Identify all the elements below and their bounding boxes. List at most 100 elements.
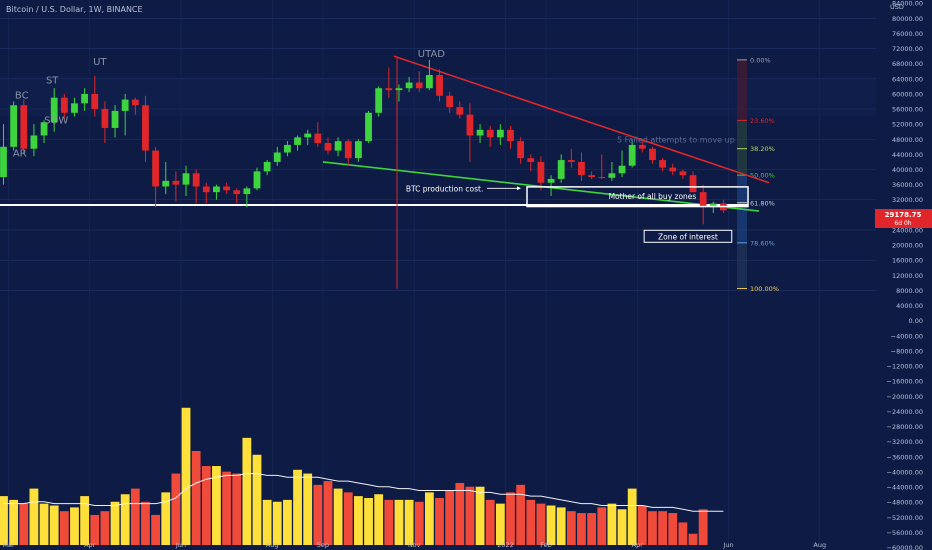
volume-bar: [343, 492, 353, 545]
volume-bar: [171, 473, 181, 545]
candle-body: [689, 175, 697, 193]
candle-body: [446, 95, 454, 108]
volume-bar: [516, 484, 526, 545]
candle-body: [10, 105, 18, 147]
price-tag-box: [875, 209, 932, 228]
volume-bar: [475, 486, 485, 545]
candle-body: [588, 175, 596, 178]
price-axis-tick: 64000.00: [892, 75, 923, 83]
volume-bar: [90, 514, 100, 545]
time-axis-tick: Aug: [266, 541, 279, 549]
time-axis[interactable]: Mar Apr Jun Aug Sep Nov 2022 Feb Apr Jun Aug: [2, 541, 826, 549]
trend-line: [393, 55, 770, 184]
candle-body: [223, 186, 230, 191]
candle-body: [547, 178, 555, 183]
candle-body: [375, 88, 383, 113]
chart-annotations: BC ST UT SOW AR UTAD BTC production cost. Mothe…: [13, 49, 749, 243]
volume-bar: [272, 501, 282, 545]
volume-bar: [151, 514, 160, 545]
candle-body: [476, 129, 484, 136]
candle-body: [101, 109, 109, 128]
candle-body: [294, 137, 301, 145]
price-axis-tick: 24000.00: [892, 226, 923, 234]
fib-zone: [737, 242, 747, 289]
volume-bar: [333, 488, 343, 545]
volume-bar: [394, 499, 404, 545]
volume-bar: [262, 499, 272, 545]
price-axis-tick: −48000.00: [887, 499, 923, 507]
price-axis-tick: −28000.00: [887, 423, 923, 431]
price-axis-tick: 4000.00: [896, 302, 923, 310]
volume-bar: [465, 486, 475, 545]
volume-bar: [303, 473, 313, 545]
volume-bar: [283, 499, 292, 545]
candle-body: [111, 110, 119, 128]
wyckoff-label: BC: [15, 90, 29, 101]
volume-bar: [374, 494, 384, 545]
price-axis-tick: −20000.00: [887, 393, 923, 401]
time-axis-tick: 2022: [497, 541, 514, 549]
wyckoff-label: SOW: [44, 115, 68, 126]
candle-body: [598, 177, 606, 179]
candle-body: [456, 107, 464, 115]
candle-body: [40, 122, 48, 136]
candle-body: [638, 144, 646, 149]
candle-body: [213, 186, 220, 193]
price-axis-tick: −52000.00: [887, 514, 923, 522]
time-axis-tick: Apr: [632, 541, 644, 549]
volume-bar: [577, 513, 586, 545]
fib-level-label: 61.80%: [750, 199, 775, 207]
price-axis-tick: 12000.00: [892, 272, 923, 280]
candle-body: [20, 105, 28, 149]
fib-level-label: 78.60%: [750, 239, 775, 247]
time-axis-tick: Sep: [317, 541, 329, 549]
volume-bar: [293, 469, 302, 545]
candle-body: [466, 114, 474, 136]
annotation-text: Zone of interest: [658, 232, 718, 241]
volume-bar: [414, 501, 424, 545]
volume-bar: [424, 492, 434, 545]
price-axis-unit: USD: [890, 3, 904, 11]
price-axis-tick: 80000.00: [892, 15, 923, 23]
price-axis-tick: −16000.00: [887, 378, 923, 386]
candle-body: [578, 161, 585, 176]
price-axis-tick: −36000.00: [887, 453, 923, 461]
price-axis-tick: −32000.00: [887, 438, 923, 446]
candle-body: [659, 160, 666, 168]
candle-body: [192, 173, 200, 187]
candle-body: [365, 112, 372, 142]
candle-body: [709, 203, 717, 208]
fib-level-label: 50.00%: [750, 172, 775, 180]
candle-body: [152, 150, 159, 187]
candle-body: [81, 93, 89, 104]
price-axis-tick: −40000.00: [887, 468, 923, 476]
volume-bar: [617, 509, 627, 545]
volume-bar: [607, 503, 617, 545]
candle-body: [172, 180, 180, 185]
price-axis-tick: 20000.00: [892, 242, 923, 250]
annotation-box: [643, 229, 733, 243]
price-axis-tick: −12000.00: [887, 363, 923, 371]
candle-body: [263, 161, 271, 172]
fib-level-label: 100.00%: [750, 285, 779, 293]
chart-title: Bitcoin / U.S. Dollar, 1W, BINANCE: [6, 5, 143, 14]
candle-body: [71, 103, 78, 113]
volume-bar: [29, 488, 39, 545]
volume-bar: [688, 533, 698, 545]
volume-bar: [587, 513, 597, 545]
candle-body: [385, 88, 393, 91]
candle-body: [436, 75, 443, 96]
candle-body: [324, 143, 332, 151]
volume-bar: [698, 509, 708, 545]
volume-bar: [59, 511, 69, 545]
annotation-text: BTC production cost.: [406, 184, 484, 193]
candle-body: [486, 129, 494, 138]
candle-body: [162, 180, 170, 187]
candle-body: [649, 148, 656, 161]
annotation-text: 5 Failed attempts to move up: [617, 135, 735, 144]
candle-body: [182, 173, 190, 185]
price-axis-tick: 36000.00: [892, 181, 923, 189]
